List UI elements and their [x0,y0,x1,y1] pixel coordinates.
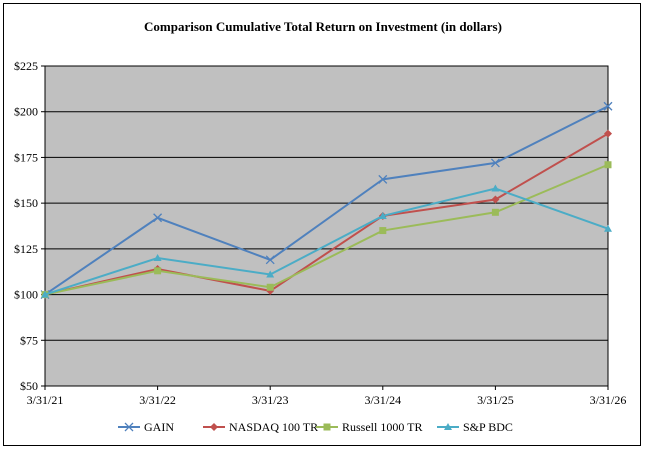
legend-label: Russell 1000 TR [342,420,422,434]
legend: GAIN NASDAQ 100 TR Russell 1000 TR S&P BDC [118,420,513,434]
x-tick-label: 3/31/21 [27,393,64,407]
legend-entry-s-p-bdc: S&P BDC [437,420,513,434]
chart-title: Comparison Cumulative Total Return on In… [144,19,502,34]
x-tick-label: 3/31/24 [364,393,401,407]
series-line-gain [44,105,609,296]
series-line-s-p-bdc [44,187,609,296]
x-tick-label: 3/31/22 [139,393,176,407]
y-tick-label: $50 [20,379,38,393]
y-tick-label: $175 [14,150,38,164]
plot-background [44,65,609,387]
legend-label: S&P BDC [463,420,513,434]
legend-entry-russell-1000-tr: Russell 1000 TR [316,420,422,434]
legend-marker [444,423,452,430]
data-point-russell-1000-tr [266,283,274,291]
x-tick-label: 3/31/26 [590,393,627,407]
data-point-s-p-bdc [378,211,387,219]
legend-marker [210,423,218,431]
data-point-gain [490,158,500,168]
series-gain [40,101,613,300]
data-point-russell-1000-tr [154,267,162,275]
data-point-gain [603,101,613,111]
data-point-russell-1000-tr [604,161,612,169]
data-point-s-p-bdc [266,270,275,278]
plot-area [44,65,609,387]
data-point-s-p-bdc [491,184,500,192]
series-line-russell-1000-tr [44,163,609,296]
legend-entry-nasdaq-100-tr: NASDAQ 100 TR [203,420,318,434]
series-group [40,101,613,300]
series-s-p-bdc [41,184,612,298]
data-point-nasdaq-100-tr [604,129,612,138]
y-tick-label: $150 [14,196,38,210]
legend-marker [323,423,331,431]
y-tick-label: $125 [14,242,38,256]
legend-entry-gain: GAIN [118,420,174,434]
data-point-russell-1000-tr [491,208,499,216]
x-tick-label: 3/31/25 [477,393,514,407]
data-point-s-p-bdc [153,254,162,261]
data-point-gain [265,255,275,265]
data-point-gain [153,213,163,223]
y-tick-label: $225 [14,59,38,73]
legend-label: GAIN [144,420,174,434]
x-tick-label: 3/31/23 [252,393,289,407]
legend-marker [124,422,134,432]
legend-label: NASDAQ 100 TR [229,420,318,434]
y-tick-label: $200 [14,105,38,119]
series-line-nasdaq-100-tr [44,132,609,296]
data-point-s-p-bdc [41,290,49,298]
data-point-s-p-bdc [604,224,612,232]
axes: $50 $75 $100 $125 $150 $175 $200 $225 3/31/21 3/3… [14,59,626,407]
data-point-russell-1000-tr [379,227,387,235]
y-tick-label: $75 [20,333,38,347]
data-point-nasdaq-100-tr [491,195,500,204]
data-point-gain [378,174,388,184]
y-tick-label: $100 [14,288,38,302]
